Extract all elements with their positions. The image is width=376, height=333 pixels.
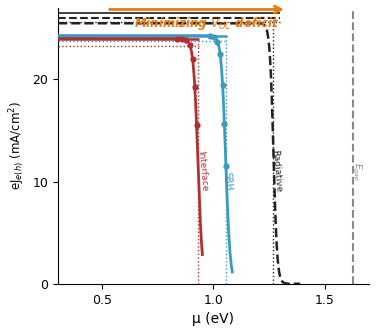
Y-axis label: eJ$_{e(h)}$ (mA/cm$^2$): eJ$_{e(h)}$ (mA/cm$^2$) xyxy=(7,102,27,190)
X-axis label: μ (eV): μ (eV) xyxy=(193,312,235,326)
Text: Minimizing $\mathit{V_{OC}}$ deficit: Minimizing $\mathit{V_{OC}}$ deficit xyxy=(134,15,279,32)
Text: Radiative: Radiative xyxy=(270,150,283,193)
Text: $E_{gap}$: $E_{gap}$ xyxy=(350,162,363,181)
Text: SRH: SRH xyxy=(222,172,233,191)
Text: Interface: Interface xyxy=(197,151,209,192)
